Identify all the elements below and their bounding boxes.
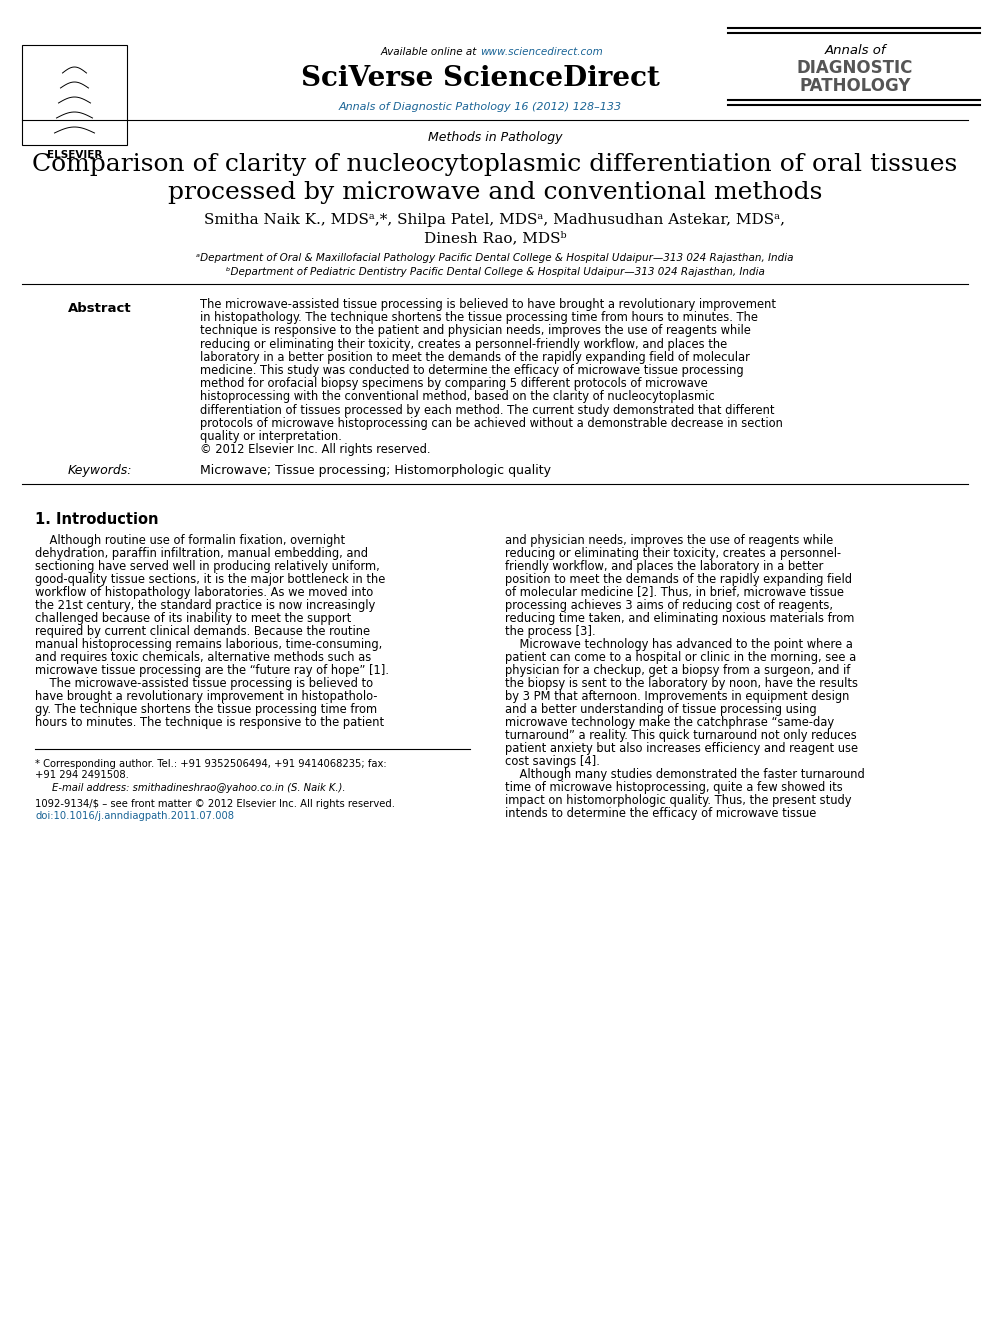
Text: hours to minutes. The technique is responsive to the patient: hours to minutes. The technique is respo… (35, 717, 384, 730)
Text: 1. Introduction: 1. Introduction (35, 512, 158, 528)
Text: medicine. This study was conducted to determine the efficacy of microwave tissue: medicine. This study was conducted to de… (200, 364, 743, 378)
Text: Annals of: Annals of (825, 44, 886, 57)
Text: patient can come to a hospital or clinic in the morning, see a: patient can come to a hospital or clinic… (505, 651, 856, 664)
Text: * Corresponding author. Tel.: +91 9352506494, +91 9414068235; fax:: * Corresponding author. Tel.: +91 935250… (35, 759, 387, 770)
Text: method for orofacial biopsy specimens by comparing 5 different protocols of micr: method for orofacial biopsy specimens by… (200, 378, 708, 391)
Text: technique is responsive to the patient and physician needs, improves the use of : technique is responsive to the patient a… (200, 325, 750, 338)
Text: of molecular medicine [2]. Thus, in brief, microwave tissue: of molecular medicine [2]. Thus, in brie… (505, 586, 844, 599)
Text: sectioning have served well in producing relatively uniform,: sectioning have served well in producing… (35, 561, 380, 573)
Text: required by current clinical demands. Because the routine: required by current clinical demands. Be… (35, 626, 370, 639)
Text: differentiation of tissues processed by each method. The current study demonstra: differentiation of tissues processed by … (200, 404, 774, 417)
Text: +91 294 2491508.: +91 294 2491508. (35, 771, 129, 780)
Text: ᵃDepartment of Oral & Maxillofacial Pathology Pacific Dental College & Hospital : ᵃDepartment of Oral & Maxillofacial Path… (196, 253, 794, 263)
Text: Microwave; Tissue processing; Histomorphologic quality: Microwave; Tissue processing; Histomorph… (200, 465, 551, 478)
Text: and requires toxic chemicals, alternative methods such as: and requires toxic chemicals, alternativ… (35, 651, 371, 664)
Text: Annals of Diagnostic Pathology 16 (2012) 128–133: Annals of Diagnostic Pathology 16 (2012)… (339, 102, 622, 112)
Text: microwave tissue processing are the “future ray of hope” [1].: microwave tissue processing are the “fut… (35, 664, 389, 677)
Text: dehydration, paraffin infiltration, manual embedding, and: dehydration, paraffin infiltration, manu… (35, 548, 368, 561)
Text: protocols of microwave histoprocessing can be achieved without a demonstrable de: protocols of microwave histoprocessing c… (200, 417, 783, 430)
Text: workflow of histopathology laboratories. As we moved into: workflow of histopathology laboratories.… (35, 586, 373, 599)
Text: Although many studies demonstrated the faster turnaround: Although many studies demonstrated the f… (505, 768, 864, 781)
Text: have brought a revolutionary improvement in histopatholo-: have brought a revolutionary improvement… (35, 690, 377, 704)
Text: doi:10.1016/j.anndiagpath.2011.07.008: doi:10.1016/j.anndiagpath.2011.07.008 (35, 812, 234, 821)
Text: SciVerse ScienceDirect: SciVerse ScienceDirect (301, 65, 659, 91)
Text: and a better understanding of tissue processing using: and a better understanding of tissue pro… (505, 704, 817, 717)
Text: position to meet the demands of the rapidly expanding field: position to meet the demands of the rapi… (505, 573, 852, 586)
Text: reducing time taken, and eliminating noxious materials from: reducing time taken, and eliminating nox… (505, 612, 854, 626)
Text: challenged because of its inability to meet the support: challenged because of its inability to m… (35, 612, 351, 626)
Text: impact on histomorphologic quality. Thus, the present study: impact on histomorphologic quality. Thus… (505, 795, 851, 808)
Text: The microwave-assisted tissue processing is believed to: The microwave-assisted tissue processing… (35, 677, 373, 690)
Text: microwave technology make the catchphrase “same-day: microwave technology make the catchphras… (505, 717, 835, 730)
Text: www.sciencedirect.com: www.sciencedirect.com (480, 48, 603, 57)
Text: The microwave-assisted tissue processing is believed to have brought a revolutio: The microwave-assisted tissue processing… (200, 298, 776, 312)
Text: time of microwave histoprocessing, quite a few showed its: time of microwave histoprocessing, quite… (505, 781, 842, 795)
Text: DIAGNOSTIC: DIAGNOSTIC (797, 59, 913, 77)
Text: manual histoprocessing remains laborious, time-consuming,: manual histoprocessing remains laborious… (35, 639, 382, 651)
Bar (22, 45, 127, 145)
Text: the biopsy is sent to the laboratory by noon, have the results: the biopsy is sent to the laboratory by … (505, 677, 858, 690)
Text: cost savings [4].: cost savings [4]. (505, 755, 600, 768)
Text: gy. The technique shortens the tissue processing time from: gy. The technique shortens the tissue pr… (35, 704, 377, 717)
Text: PATHOLOGY: PATHOLOGY (799, 77, 911, 95)
Text: reducing or eliminating their toxicity, creates a personnel-friendly workflow, a: reducing or eliminating their toxicity, … (200, 338, 728, 351)
Text: histoprocessing with the conventional method, based on the clarity of nucleocyto: histoprocessing with the conventional me… (200, 391, 715, 404)
Text: ELSEVIER: ELSEVIER (47, 150, 102, 160)
Text: Comparison of clarity of nucleocytoplasmic differentiation of oral tissues: Comparison of clarity of nucleocytoplasm… (33, 153, 957, 177)
Text: and physician needs, improves the use of reagents while: and physician needs, improves the use of… (505, 535, 834, 548)
Text: good-quality tissue sections, it is the major bottleneck in the: good-quality tissue sections, it is the … (35, 573, 385, 586)
Text: © 2012 Elsevier Inc. All rights reserved.: © 2012 Elsevier Inc. All rights reserved… (200, 444, 431, 457)
Text: turnaround” a reality. This quick turnaround not only reduces: turnaround” a reality. This quick turnar… (505, 730, 856, 742)
Text: the 21st century, the standard practice is now increasingly: the 21st century, the standard practice … (35, 599, 375, 612)
Text: in histopathology. The technique shortens the tissue processing time from hours : in histopathology. The technique shorten… (200, 312, 758, 325)
Text: reducing or eliminating their toxicity, creates a personnel-: reducing or eliminating their toxicity, … (505, 548, 842, 561)
Text: ᵇDepartment of Pediatric Dentistry Pacific Dental College & Hospital Udaipur—313: ᵇDepartment of Pediatric Dentistry Pacif… (226, 267, 764, 277)
Text: Microwave technology has advanced to the point where a: Microwave technology has advanced to the… (505, 639, 852, 651)
Text: Available online at: Available online at (380, 48, 480, 57)
Text: Although routine use of formalin fixation, overnight: Although routine use of formalin fixatio… (35, 535, 346, 548)
Text: E-mail address: smithadineshrao@yahoo.co.in (S. Naik K.).: E-mail address: smithadineshrao@yahoo.co… (52, 783, 346, 793)
Text: the process [3].: the process [3]. (505, 626, 596, 639)
Text: Smitha Naik K., MDSᵃ,*, Shilpa Patel, MDSᵃ, Madhusudhan Astekar, MDSᵃ,: Smitha Naik K., MDSᵃ,*, Shilpa Patel, MD… (205, 213, 785, 227)
Text: laboratory in a better position to meet the demands of the rapidly expanding fie: laboratory in a better position to meet … (200, 351, 749, 364)
Text: physician for a checkup, get a biopsy from a surgeon, and if: physician for a checkup, get a biopsy fr… (505, 664, 850, 677)
Text: intends to determine the efficacy of microwave tissue: intends to determine the efficacy of mic… (505, 808, 817, 821)
Text: Abstract: Abstract (68, 302, 132, 315)
Text: Keywords:: Keywords: (68, 465, 133, 478)
Text: Methods in Pathology: Methods in Pathology (428, 132, 562, 144)
Text: Dinesh Rao, MDSᵇ: Dinesh Rao, MDSᵇ (424, 231, 566, 246)
Text: processed by microwave and conventional methods: processed by microwave and conventional … (168, 181, 822, 205)
Text: friendly workflow, and places the laboratory in a better: friendly workflow, and places the labora… (505, 561, 824, 573)
Text: quality or interpretation.: quality or interpretation. (200, 430, 342, 444)
Text: processing achieves 3 aims of reducing cost of reagents,: processing achieves 3 aims of reducing c… (505, 599, 833, 612)
Text: patient anxiety but also increases efficiency and reagent use: patient anxiety but also increases effic… (505, 742, 858, 755)
Text: by 3 PM that afternoon. Improvements in equipment design: by 3 PM that afternoon. Improvements in … (505, 690, 849, 704)
Text: 1092-9134/$ – see front matter © 2012 Elsevier Inc. All rights reserved.: 1092-9134/$ – see front matter © 2012 El… (35, 800, 395, 809)
